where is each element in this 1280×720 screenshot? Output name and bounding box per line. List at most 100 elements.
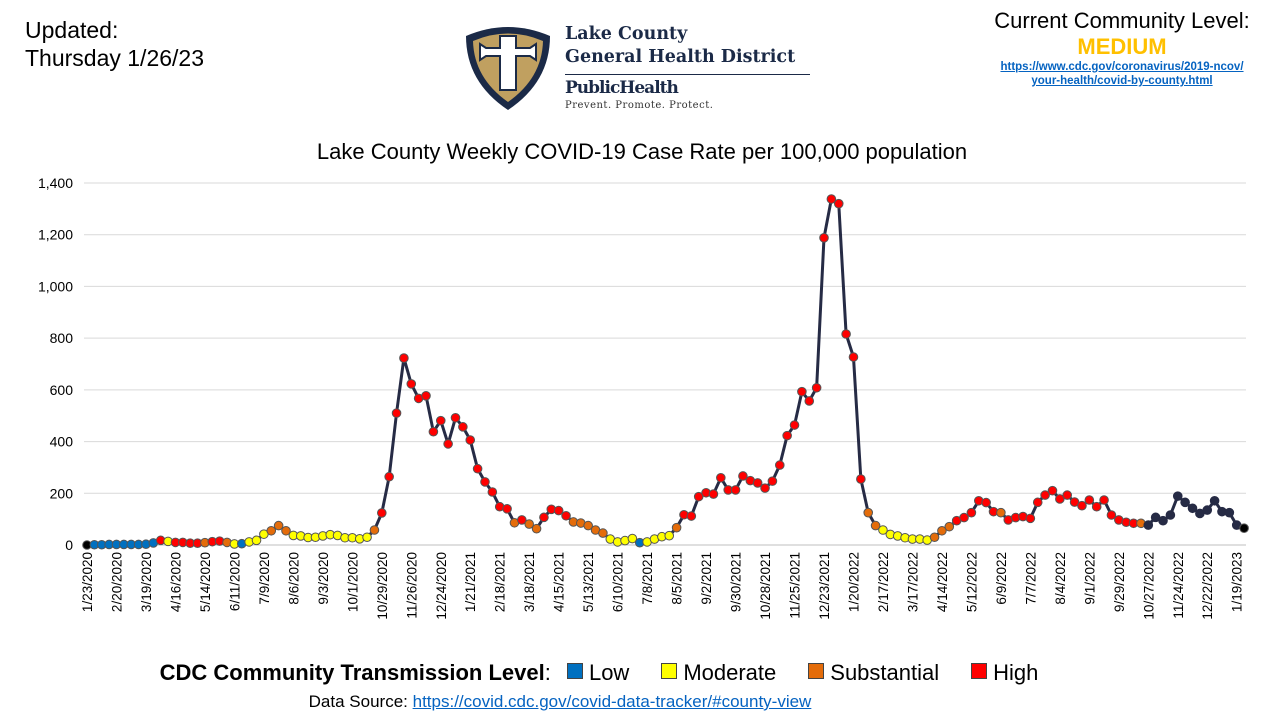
data-point — [797, 386, 807, 397]
y-tick-label: 600 — [50, 382, 74, 398]
x-tick-label: 8/6/2020 — [286, 552, 301, 605]
data-point — [465, 435, 476, 445]
x-tick-label: 1/23/2020 — [80, 552, 95, 612]
x-tick-label: 7/9/2020 — [257, 552, 272, 605]
legend-item-high: High — [961, 660, 1038, 685]
x-tick-label: 6/9/2022 — [994, 552, 1009, 605]
x-tick-label: 10/29/2020 — [375, 552, 390, 620]
data-point — [760, 483, 770, 493]
legend-label: High — [993, 660, 1039, 685]
data-point — [782, 430, 792, 441]
x-tick-label: 1/20/2022 — [846, 552, 861, 612]
x-tick-label: 9/2/2021 — [699, 552, 714, 605]
x-tick-label: 2/20/2020 — [109, 552, 124, 612]
data-point — [774, 460, 785, 470]
legend: CDC Community Transmission Level: Low Mod… — [0, 660, 1220, 686]
data-point — [833, 198, 844, 209]
data-point — [1084, 495, 1095, 505]
data-point — [391, 408, 402, 418]
x-tick-label: 11/25/2021 — [788, 552, 803, 619]
cdc-county-link[interactable]: https://www.cdc.gov/coronavirus/2019-nco… — [972, 60, 1272, 88]
data-point — [863, 507, 874, 518]
data-point — [841, 329, 851, 339]
data-point — [1106, 510, 1117, 520]
data-point — [1062, 490, 1073, 500]
data-point — [929, 532, 940, 543]
data-point — [1187, 503, 1198, 514]
logo-line2: General Health District — [565, 47, 796, 67]
y-tick-label: 800 — [50, 330, 74, 346]
logo-divider — [565, 74, 810, 75]
x-tick-label: 8/4/2022 — [1053, 552, 1068, 605]
data-point — [716, 472, 726, 483]
x-tick-label: 12/24/2020 — [434, 552, 449, 620]
data-point — [1239, 523, 1249, 533]
shield-cross-icon — [466, 27, 550, 110]
data-point — [553, 505, 564, 516]
x-tick-label: 2/17/2022 — [876, 552, 891, 612]
data-point — [406, 379, 417, 389]
x-tick-label: 4/16/2020 — [168, 552, 183, 612]
data-point — [450, 412, 461, 423]
x-tick-label: 9/3/2020 — [316, 552, 331, 605]
legend-swatch — [661, 663, 678, 679]
legend-swatch — [971, 663, 988, 679]
data-point — [804, 396, 815, 406]
data-point — [531, 523, 542, 534]
data-point — [738, 471, 748, 481]
x-tick-label: 11/26/2020 — [404, 552, 419, 619]
x-tick-label: 9/1/2022 — [1082, 552, 1097, 605]
data-point — [458, 422, 468, 432]
data-source-link[interactable]: https://covid.cdc.gov/covid-data-tracker… — [412, 692, 812, 711]
data-point — [937, 525, 947, 536]
data-point — [1172, 491, 1183, 501]
legend-title: CDC Community Transmission Level — [159, 660, 545, 685]
community-level-label: Current Community Level: — [994, 8, 1250, 33]
data-point — [856, 474, 866, 484]
legend-label: Moderate — [683, 660, 777, 685]
community-level: Current Community Level: MEDIUM https://… — [972, 8, 1272, 88]
legend-label: Substantial — [830, 660, 940, 685]
data-point — [583, 520, 593, 531]
data-point — [251, 535, 262, 546]
legend-swatch — [566, 663, 583, 679]
y-tick-label: 1,400 — [38, 175, 73, 191]
data-point — [399, 353, 409, 363]
data-point — [362, 532, 372, 543]
data-point — [480, 477, 490, 487]
data-point — [443, 439, 453, 449]
data-point — [767, 476, 778, 486]
data-point — [384, 471, 394, 482]
data-point — [826, 194, 837, 204]
data-point — [671, 522, 682, 533]
health-district-logo: Lake County General Health District Publ… — [458, 22, 814, 114]
data-source-label: Data Source: — [308, 692, 413, 711]
data-point — [1032, 497, 1043, 508]
x-tick-label: 10/28/2021 — [758, 552, 773, 620]
x-tick-label: 4/14/2022 — [935, 552, 950, 612]
data-point — [878, 525, 888, 535]
data-point — [435, 415, 446, 426]
cdc-link-line1[interactable]: https://www.cdc.gov/coronavirus/2019-nco… — [1000, 61, 1244, 73]
y-tick-label: 1,200 — [38, 227, 73, 243]
x-tick-label: 5/14/2020 — [198, 552, 213, 612]
community-level-value: MEDIUM — [1077, 34, 1167, 59]
cdc-link-line2[interactable]: your-health/covid-by-county.html — [1031, 75, 1213, 87]
x-tick-label: 5/13/2021 — [581, 552, 596, 612]
updated-stamp: Updated: Thursday 1/26/23 — [25, 16, 204, 72]
y-tick-label: 0 — [65, 537, 73, 553]
data-point — [1091, 501, 1102, 512]
y-tick-label: 1,000 — [38, 278, 73, 294]
data-point — [1040, 490, 1050, 500]
y-tick-label: 400 — [50, 434, 74, 450]
x-tick-label: 1/19/2023 — [1230, 552, 1245, 612]
updated-label: Updated: — [25, 17, 119, 43]
data-point — [1158, 515, 1168, 526]
legend-label: Low — [588, 660, 630, 685]
data-point — [627, 533, 638, 544]
data-point — [1143, 520, 1154, 530]
data-point — [1202, 505, 1213, 515]
data-point — [421, 391, 431, 401]
legend-swatch — [808, 663, 825, 679]
